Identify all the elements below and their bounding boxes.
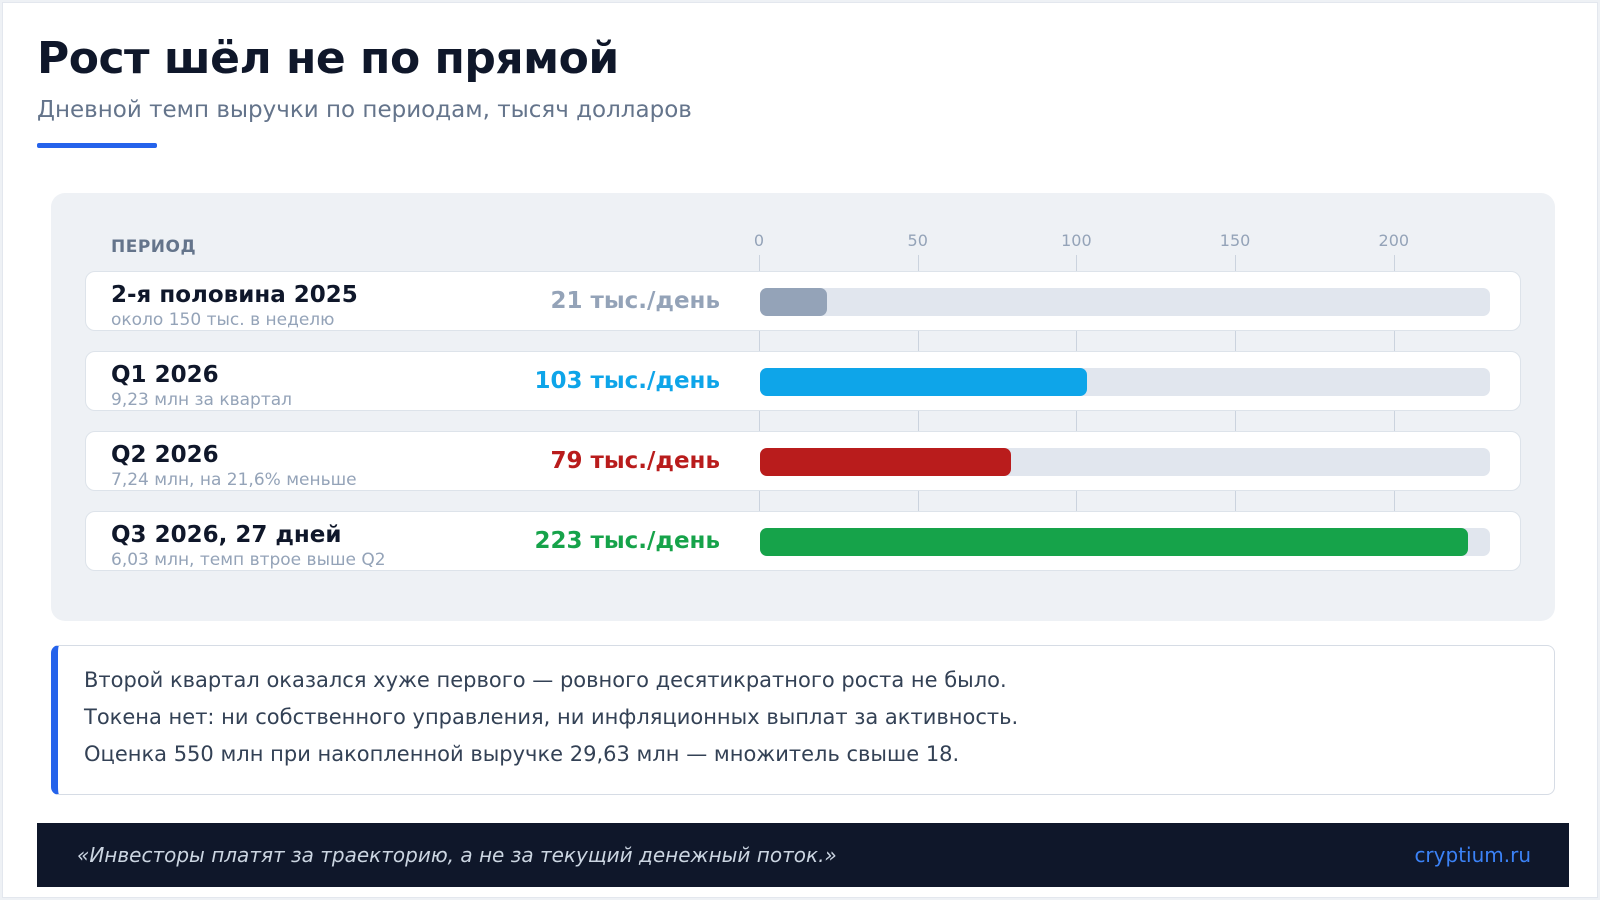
gridline-0 (759, 491, 760, 511)
bar (760, 368, 1087, 396)
gridline-50 (917, 491, 919, 511)
gridline-200 (1393, 255, 1395, 271)
note-line-1: Второй квартал оказался хуже первого — р… (84, 668, 1007, 692)
gridline-50 (917, 331, 919, 351)
bar (760, 448, 1011, 476)
bar-track (760, 368, 1490, 396)
category-note: 9,23 млн за квартал (111, 390, 293, 410)
value-label: 223 тыс./день (534, 528, 720, 554)
notes-callout: Второй квартал оказался хуже первого — р… (51, 645, 1555, 795)
category-note: 7,24 млн, на 21,6% меньше (111, 470, 357, 490)
note-line-3: Оценка 550 млн при накопленной выручке 2… (84, 742, 960, 766)
footer-bar: «Инвесторы платят за траекторию, а не за… (37, 823, 1569, 887)
gridline-0 (759, 411, 760, 431)
bar (760, 528, 1468, 556)
bar-track (760, 528, 1490, 556)
page-title: Рост шёл не по прямой (37, 33, 619, 84)
category-label: 2-я половина 2025 (111, 282, 358, 308)
category-note: 6,03 млн, темп втрое выше Q2 (111, 550, 386, 570)
footer-brand-link[interactable]: cryptium.ru (1414, 843, 1531, 867)
value-label: 21 тыс./день (550, 288, 720, 314)
category-label: Q1 2026 (111, 362, 219, 388)
gridline-50 (917, 255, 919, 271)
gridline-200 (1393, 491, 1395, 511)
gridline-100 (1076, 331, 1078, 351)
gridline-100 (1076, 491, 1078, 511)
gridline-100 (1076, 411, 1078, 431)
gridline-200 (1393, 411, 1395, 431)
x-tick-label-200: 200 (1378, 231, 1410, 250)
footer-quote: «Инвесторы платят за траекторию, а не за… (77, 843, 837, 867)
note-line-2: Токена нет: ни собственного управления, … (84, 705, 1019, 729)
chart-row: 2-я половина 2025 около 150 тыс. в неделю… (85, 271, 1521, 331)
page-subtitle: Дневной темп выручки по периодам, тысяч … (37, 97, 692, 123)
value-label: 79 тыс./день (550, 448, 720, 474)
bar-track (760, 288, 1490, 316)
bar-track (760, 448, 1490, 476)
gridline-0 (759, 331, 760, 351)
category-label: Q2 2026 (111, 442, 219, 468)
chart-panel: ПЕРИОД 0 50 100 150 200 2-я половина 2025 окол… (51, 193, 1555, 621)
x-tick-label-0: 0 (753, 231, 765, 250)
period-column-header: ПЕРИОД (111, 237, 197, 257)
bar (760, 288, 827, 316)
gridline-50 (917, 411, 919, 431)
chart-row: Q3 2026, 27 дней 6,03 млн, темп втрое выш… (85, 511, 1521, 571)
value-label: 103 тыс./день (534, 368, 720, 394)
x-tick-label-150: 150 (1219, 231, 1251, 250)
gridline-150 (1235, 331, 1237, 351)
category-note: около 150 тыс. в неделю (111, 310, 335, 330)
gridline-150 (1235, 255, 1237, 271)
gridline-150 (1235, 491, 1237, 511)
category-label: Q3 2026, 27 дней (111, 522, 342, 548)
x-tick-label-50: 50 (907, 231, 928, 250)
chart-row: Q2 2026 7,24 млн, на 21,6% меньше 79 тыс./… (85, 431, 1521, 491)
x-tick-label-100: 100 (1061, 231, 1092, 250)
gridline-200 (1393, 331, 1395, 351)
accent-rule (37, 143, 157, 148)
gridline-0 (759, 255, 760, 271)
gridline-150 (1235, 411, 1237, 431)
chart-row: Q1 2026 9,23 млн за квартал 103 тыс./день (85, 351, 1521, 411)
gridline-100 (1076, 255, 1078, 271)
